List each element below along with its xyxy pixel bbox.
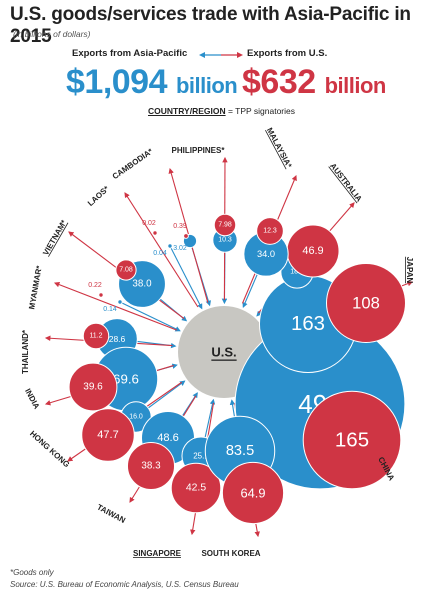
country-label-japan: JAPAN (405, 257, 414, 284)
country-label-vietnam: VIETNAM* (41, 218, 69, 257)
asia-value-laos: 0.04 (153, 250, 167, 257)
tpp-description: = TPP signatories (225, 106, 295, 116)
us-value-myanmar: 0.22 (88, 282, 102, 289)
us-circle-hong-kong (81, 408, 135, 462)
asia-value-cambodia: 3.02 (173, 245, 187, 252)
country-label-australia: AUSTRALIA (328, 161, 364, 203)
us-value-india: 39.6 (83, 382, 103, 393)
country-label-south-korea: SOUTH KOREA (201, 549, 260, 558)
us-circle-malaysia (256, 217, 284, 245)
asia-circle-laos (167, 243, 173, 249)
total-us-exports: $632 billion (242, 63, 386, 102)
asia-value-philippines: 10.3 (218, 237, 232, 244)
us-circle-taiwan (126, 441, 176, 491)
us-circle-myanmar (98, 292, 104, 298)
asia-arrow-myanmar (119, 301, 181, 332)
us-circle-india (68, 362, 118, 412)
country-label-myanmar: MYANMAR* (27, 264, 44, 310)
asia-value-taiwan: 48.6 (157, 432, 179, 444)
tpp-key: COUNTRY/REGION (148, 106, 226, 116)
us-value-thailand: 11.2 (89, 333, 102, 340)
us-value-hong-kong: 47.7 (97, 429, 118, 441)
country-label-india: INDIA (23, 387, 41, 411)
country-label-singapore: SINGAPORE (133, 549, 182, 558)
asia-value-myanmar: 0.14 (103, 306, 117, 313)
us-circle-thailand (82, 322, 110, 350)
us-arrow-myanmar (53, 282, 178, 331)
total-asia-unit: billion (175, 73, 238, 98)
asia-value-singapore: 25.1 (193, 452, 209, 461)
total-us-value: $632 (242, 63, 316, 101)
us-value-south-korea: 64.9 (241, 486, 266, 501)
country-label-taiwan: TAIWAN (95, 503, 127, 526)
us-circle-philippines (213, 213, 237, 237)
country-label-philippines: PHILIPPINES* (172, 146, 226, 155)
total-us-unit: billion (324, 73, 387, 98)
us-value-philippines: 7.98 (218, 222, 232, 229)
asia-circle-myanmar (117, 299, 123, 305)
country-label-hong-kong: HONG KONG (28, 429, 71, 469)
us-circle-cambodia (183, 233, 189, 239)
us-value-cambodia: 0.39 (173, 223, 187, 230)
us-circle-laos (152, 230, 158, 236)
asia-value-thailand: 28.6 (109, 334, 126, 344)
us-arrow-laos (124, 192, 199, 308)
us-value-laos: 0.02 (142, 220, 156, 227)
us-value-vietnam: 7.08 (119, 267, 133, 274)
asia-value-hong-kong: 16.0 (129, 414, 143, 421)
source-note: Source: U.S. Bureau of Economic Analysis… (10, 580, 239, 589)
us-value-singapore: 42.5 (186, 483, 206, 494)
trade-diagram: U.S.49916516310818.046.934.012.310.37.98… (21, 126, 414, 558)
us-circle-south-korea (221, 461, 285, 525)
us-value-taiwan: 38.3 (141, 461, 161, 472)
asia-value-south-korea: 83.5 (226, 443, 254, 459)
asia-arrow-laos (169, 245, 203, 310)
legend-us-label: Exports from U.S. (247, 48, 328, 59)
country-label-laos: LAOS* (86, 184, 112, 208)
legend-double-arrow-icon (199, 52, 243, 58)
country-label-malaysia: MALAYSIA* (265, 126, 294, 170)
total-asia-value: $1,094 (66, 63, 168, 101)
asia-value-india: 69.6 (113, 372, 139, 387)
us-circle-china (302, 390, 402, 490)
total-asia-exports: $1,094 billion (66, 63, 238, 102)
us-circle-vietnam (115, 259, 137, 281)
country-label-thailand: THAILAND* (21, 329, 30, 374)
us-value-malaysia: 12.3 (263, 228, 277, 235)
country-label-cambodia: CAMBODIA* (111, 146, 155, 181)
asia-value-malaysia: 34.0 (257, 249, 275, 259)
us-value-australia: 46.9 (302, 245, 323, 257)
chart-subtitle: (in billions of dollars) (13, 29, 91, 39)
asia-value-vietnam: 38.0 (132, 279, 152, 290)
footnote: *Goods only (10, 568, 54, 577)
us-hub-label: U.S. (211, 345, 236, 360)
us-circle-japan (326, 263, 406, 343)
chart-title: U.S. goods/services trade with Asia-Paci… (10, 4, 411, 47)
us-circle-singapore (170, 462, 222, 514)
asia-value-japan: 163 (291, 313, 325, 335)
tpp-legend: COUNTRY/REGION = TPP signatories (148, 106, 295, 116)
us-value-china: 165 (335, 429, 369, 452)
legend-asia-label: Exports from Asia-Pacific (72, 48, 188, 59)
us-value-japan: 108 (352, 294, 380, 313)
